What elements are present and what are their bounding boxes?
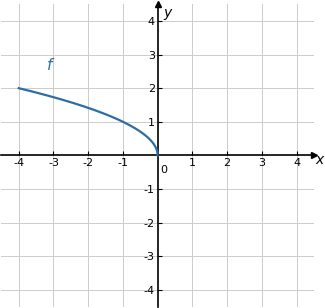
Text: y: y	[163, 6, 171, 20]
Text: 0: 0	[161, 165, 167, 176]
Text: f: f	[46, 58, 52, 73]
Text: x: x	[316, 153, 324, 168]
